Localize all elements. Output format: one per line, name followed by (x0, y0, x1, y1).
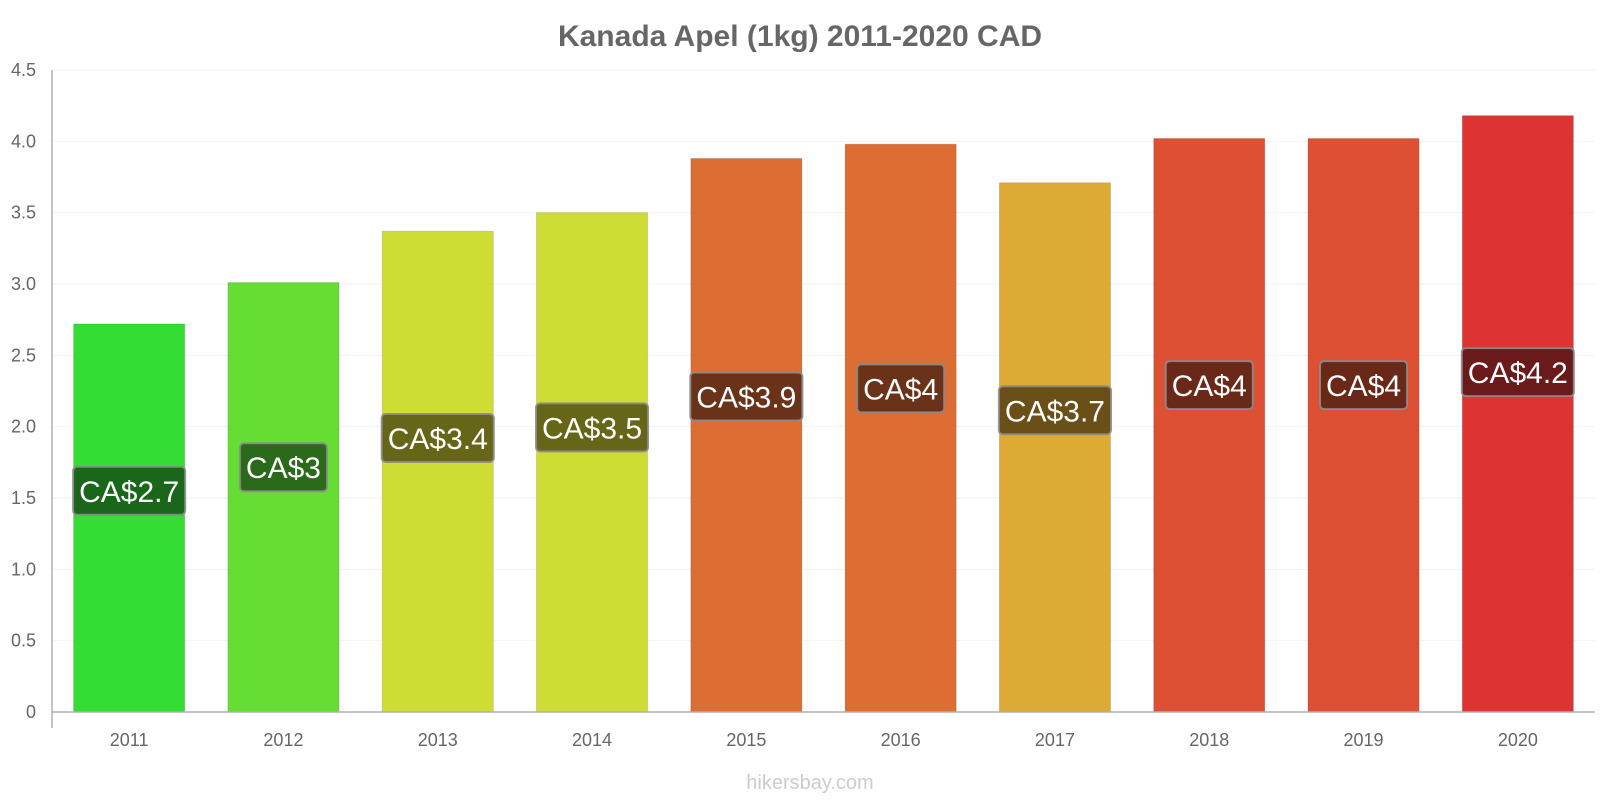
y-tick-label: 1.0 (11, 559, 36, 579)
data-label-box (856, 363, 946, 414)
y-tick-label: 0.5 (11, 631, 36, 651)
x-tick-label: 2017 (1035, 730, 1075, 750)
y-tick-label: 0 (26, 702, 36, 722)
data-label-2013: CA$3.4 (380, 412, 495, 463)
data-label-box (72, 465, 187, 516)
data-labels: CA$2.7 CA$3 CA$3.4 CA$3.5 CA$3.9 CA$4 CA$3.7 CA… (72, 347, 1575, 516)
data-label-box (1164, 360, 1254, 411)
data-label-2018: CA$4 (1164, 360, 1254, 411)
data-label-text: CA$2.7 (79, 476, 179, 509)
y-tick-label: 4.0 (11, 131, 36, 151)
y-tick-label: 1.5 (11, 488, 36, 508)
bar-2017 (998, 182, 1111, 713)
bar-2016 (844, 143, 957, 713)
y-tick-label: 2.5 (11, 345, 36, 365)
data-label-box (535, 402, 650, 453)
y-tick-label: 2.0 (11, 417, 36, 437)
data-label-2016: CA$4 (856, 363, 946, 414)
bar-2019 (1307, 137, 1420, 713)
x-tick-label: 2011 (110, 730, 149, 750)
bars (73, 115, 1574, 713)
x-tick-label: 2013 (418, 730, 458, 750)
y-tick-label: 4.5 (11, 60, 36, 80)
bar-2013 (381, 230, 494, 713)
data-label-text: CA$4 (1172, 370, 1247, 403)
data-label-text: CA$3.5 (542, 412, 642, 445)
data-label-2014: CA$3.5 (535, 402, 650, 453)
data-label-2011: CA$2.7 (72, 465, 187, 516)
data-label-2017: CA$3.7 (997, 385, 1112, 436)
data-label-2019: CA$4 (1319, 360, 1409, 411)
data-label-text: CA$4 (863, 373, 938, 406)
data-label-box (997, 385, 1112, 436)
bar-2015 (690, 157, 803, 713)
data-label-text: CA$4 (1326, 370, 1401, 403)
data-label-text: CA$3.9 (696, 381, 796, 414)
x-tick-label: 2019 (1344, 730, 1384, 750)
data-label-box (380, 412, 495, 463)
x-tick-label: 2012 (263, 730, 303, 750)
data-label-box (689, 371, 804, 422)
x-tick-label: 2016 (881, 730, 921, 750)
x-tick-label: 2020 (1498, 730, 1538, 750)
x-tick-label: 2014 (572, 730, 612, 750)
data-label-box (238, 442, 328, 493)
data-label-box (1460, 347, 1575, 398)
data-label-2020: CA$4.2 (1460, 347, 1575, 398)
bar-2014 (536, 212, 649, 713)
x-tick-label: 2018 (1189, 730, 1229, 750)
data-label-2012: CA$3 (238, 442, 328, 493)
data-label-text: CA$3 (246, 452, 321, 485)
axes: 0 0.5 1.0 1.5 2.0 2.5 3.0 3.5 4.0 4.5 2011 2012 2013… (11, 60, 1595, 750)
watermark: hikersbay.com (746, 772, 873, 794)
chart-title: Kanada Apel (1kg) 2011-2020 CAD (558, 20, 1042, 53)
bar-2011 (73, 323, 186, 713)
y-tick-label: 3.5 (11, 203, 36, 223)
data-label-2015: CA$3.9 (689, 371, 804, 422)
data-label-text: CA$4.2 (1468, 357, 1568, 390)
bar-2020 (1461, 115, 1574, 713)
data-label-text: CA$3.7 (1005, 395, 1105, 428)
y-tick-label: 3.0 (11, 274, 36, 294)
data-label-text: CA$3.4 (388, 423, 488, 456)
bar-2012 (227, 282, 340, 713)
bar-2018 (1153, 137, 1266, 713)
data-label-box (1319, 360, 1409, 411)
x-tick-label: 2015 (726, 730, 766, 750)
